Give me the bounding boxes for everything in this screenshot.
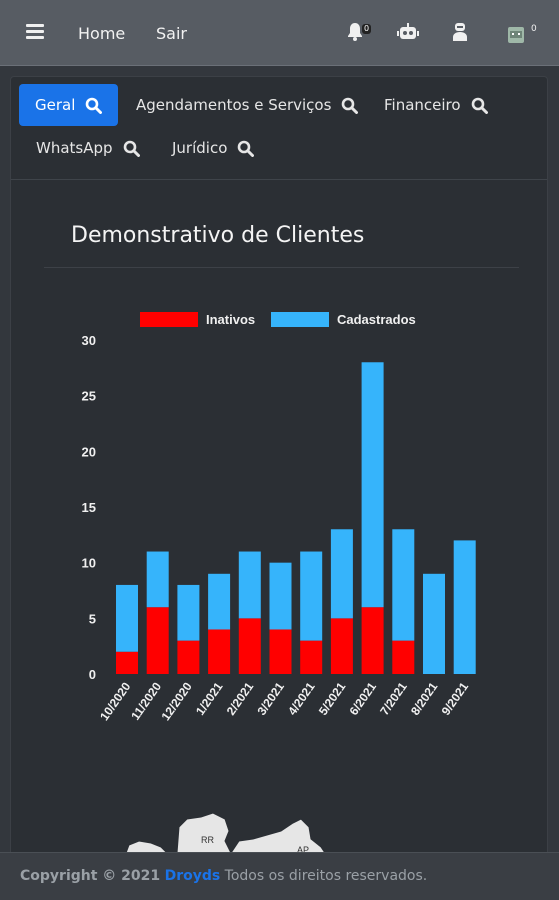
x-tick-label: 4/2021 xyxy=(285,679,318,717)
brazil-map-fragment: RR AP xyxy=(125,812,326,853)
legend-swatch xyxy=(140,312,198,327)
search-icon xyxy=(342,97,359,114)
tabs-divider xyxy=(11,179,547,180)
legend-swatch xyxy=(271,312,329,327)
x-tick-label: 6/2021 xyxy=(347,679,380,717)
bar-cadastrados xyxy=(208,573,231,630)
bar-inativos xyxy=(208,629,231,674)
footer: Copyright © 2021 Droyds Todos os direito… xyxy=(0,852,559,900)
legend-label: Inativos xyxy=(206,312,255,327)
legend-label: Cadastrados xyxy=(337,312,416,327)
tab-label: Financeiro xyxy=(384,96,461,114)
search-icon xyxy=(238,140,255,157)
section-title: Demonstrativo de Clientes xyxy=(71,223,365,248)
footer-copyright: Copyright © 2021 xyxy=(20,868,161,884)
bar-cadastrados xyxy=(392,529,415,641)
bar-cadastrados xyxy=(300,551,323,641)
menu-icon[interactable] xyxy=(26,24,44,40)
robot-icon[interactable] xyxy=(397,22,419,46)
bar-cadastrados xyxy=(238,551,261,619)
y-tick-label: 0 xyxy=(89,667,96,682)
search-icon xyxy=(123,140,140,157)
tab-whatsapp[interactable]: WhatsApp xyxy=(36,127,140,169)
bar-inativos xyxy=(146,607,169,674)
x-tick-label: 8/2021 xyxy=(408,679,441,717)
x-tick-label: 2/2021 xyxy=(224,679,257,717)
tab-label: Agendamentos e Serviços xyxy=(136,96,332,114)
tab-geral[interactable]: Geral xyxy=(19,84,119,126)
search-icon xyxy=(86,97,103,114)
tab-label: Jurídico xyxy=(172,139,228,157)
y-tick-label: 25 xyxy=(82,389,96,404)
map-label-rr: RR xyxy=(201,835,214,845)
x-tick-label: 5/2021 xyxy=(316,679,349,717)
footer-brand-link[interactable]: Droyds xyxy=(164,868,221,884)
bar-inativos xyxy=(177,640,200,674)
x-tick-label: 3/2021 xyxy=(254,679,287,717)
x-tick-label: 10/2020 xyxy=(97,679,134,723)
user-icon[interactable] xyxy=(452,22,468,46)
profile-badge: 0 xyxy=(531,24,537,34)
map-label-ap: AP xyxy=(297,845,309,853)
x-tick-label: 7/2021 xyxy=(377,679,410,717)
nav-home-link[interactable]: Home xyxy=(78,24,126,43)
notifications-badge: 0 xyxy=(362,24,372,34)
bar-inativos xyxy=(300,640,323,674)
tab-juridico[interactable]: Jurídico xyxy=(172,127,255,169)
bar-inativos xyxy=(116,651,138,674)
bar-cadastrados xyxy=(269,562,292,630)
dashboard-card: Geral Agendamentos e Serviços Financeiro… xyxy=(10,76,548,856)
x-tick-label: 9/2021 xyxy=(439,679,472,717)
tab-label: WhatsApp xyxy=(36,139,113,157)
y-tick-label: 10 xyxy=(82,556,96,571)
bar-cadastrados xyxy=(146,551,169,608)
bar-inativos xyxy=(330,618,353,674)
bell-icon[interactable] xyxy=(346,22,364,46)
bar-inativos xyxy=(392,640,415,674)
x-tick-label: 12/2020 xyxy=(159,679,196,723)
avatar-icon[interactable] xyxy=(507,26,525,48)
nav-logout-link[interactable]: Sair xyxy=(156,24,187,43)
bar-inativos xyxy=(361,607,384,674)
y-tick-label: 5 xyxy=(89,611,96,626)
bar-cadastrados xyxy=(116,584,138,652)
top-navbar: Home Sair 0 0 xyxy=(0,0,559,66)
bar-cadastrados xyxy=(423,573,445,674)
bar-cadastrados xyxy=(453,540,476,674)
y-tick-label: 20 xyxy=(82,444,96,459)
title-divider xyxy=(44,267,519,268)
x-tick-label: 1/2021 xyxy=(193,679,226,717)
bar-inativos xyxy=(238,618,261,674)
search-icon xyxy=(471,97,488,114)
tab-label: Geral xyxy=(35,96,76,114)
y-tick-label: 30 xyxy=(82,333,96,348)
bar-cadastrados xyxy=(177,584,200,641)
bar-cadastrados xyxy=(330,529,353,619)
footer-rights: Todos os direitos reservados. xyxy=(224,868,428,884)
y-tick-label: 15 xyxy=(82,500,96,515)
bar-inativos xyxy=(269,629,292,674)
tab-agendamentos[interactable]: Agendamentos e Serviços xyxy=(136,84,359,126)
bar-cadastrados xyxy=(361,362,384,608)
tab-financeiro[interactable]: Financeiro xyxy=(384,84,488,126)
